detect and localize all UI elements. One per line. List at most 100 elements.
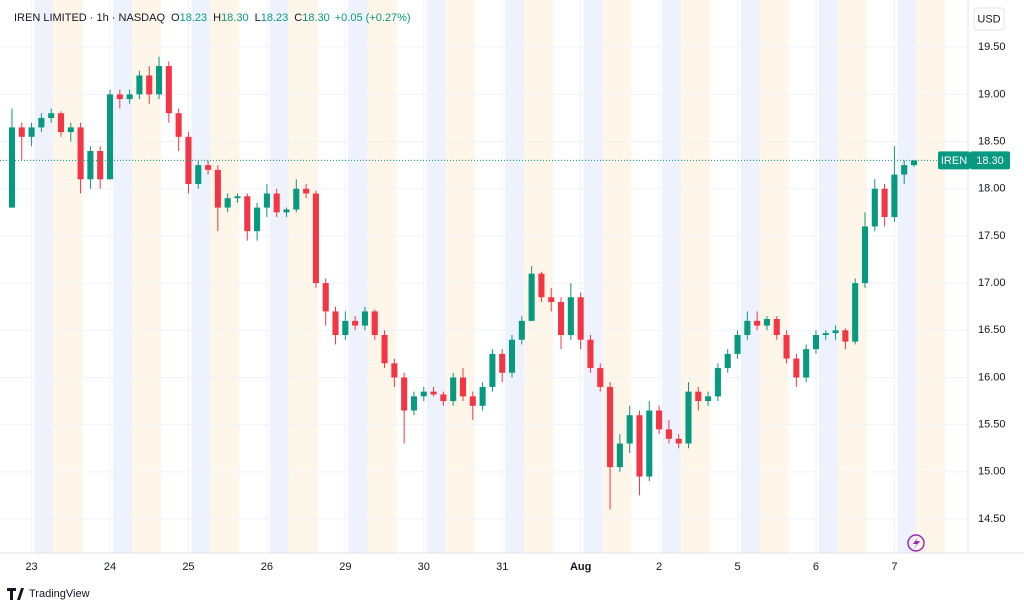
y-tick-label: 16.50	[978, 324, 1006, 336]
candle-body	[322, 283, 329, 312]
candle-body	[155, 66, 163, 95]
premarket-band	[505, 0, 525, 553]
candle-body	[646, 410, 653, 477]
candle-body	[106, 94, 114, 180]
candle-body	[361, 311, 368, 326]
candle-body	[577, 297, 584, 340]
stat-prefix: O	[171, 12, 180, 24]
candle-body	[587, 339, 594, 369]
premarket-band	[269, 0, 289, 553]
y-tick-label: 19.00	[978, 88, 1006, 100]
x-tick-label: 7	[891, 561, 897, 573]
postmarket-band	[759, 0, 789, 553]
candle-body	[734, 335, 741, 354]
interval: 1h	[97, 12, 109, 24]
premarket-band	[113, 0, 133, 553]
candle-body	[616, 443, 623, 468]
premarket-band	[426, 0, 446, 553]
currency[interactable]: USD	[977, 13, 1000, 25]
stat-prefix: L	[255, 12, 261, 24]
candle-body	[146, 75, 153, 95]
candle-body	[244, 196, 251, 232]
candle-body	[842, 330, 849, 342]
candle-body	[332, 311, 339, 336]
x-tick-label: 6	[813, 561, 819, 573]
currency-box[interactable]	[973, 7, 1005, 31]
x-tick-label: 30	[418, 561, 430, 573]
postmarket-band	[445, 0, 475, 553]
x-tick-label: 2	[656, 561, 662, 573]
alert-icon[interactable]	[907, 534, 925, 552]
candle-body	[714, 368, 721, 397]
candle-body	[410, 396, 418, 411]
y-tick-label: 16.00	[978, 371, 1006, 383]
premarket-band	[34, 0, 54, 553]
candle-body	[87, 150, 94, 180]
candle-body	[195, 165, 202, 185]
postmarket-band	[681, 0, 711, 553]
candle-body	[293, 188, 300, 210]
candle-body	[312, 193, 319, 284]
candle-body	[754, 320, 761, 326]
x-tick-label: Aug	[570, 561, 591, 573]
premarket-band	[818, 0, 838, 553]
candle-body	[401, 377, 408, 411]
candle-body	[881, 188, 888, 218]
candle-body	[254, 207, 261, 232]
premarket-band	[583, 0, 603, 553]
stat-value: 18.23	[180, 12, 208, 24]
x-tick-label: 25	[182, 561, 194, 573]
y-tick-label: 14.50	[978, 513, 1006, 525]
postmarket-band	[602, 0, 632, 553]
candle-body	[205, 165, 212, 170]
premarket-band	[897, 0, 917, 553]
candle-body	[175, 113, 182, 137]
stat-value: 18.30	[221, 12, 249, 24]
brand: TradingView	[29, 588, 90, 600]
candle-body	[783, 335, 790, 359]
candle-body	[557, 301, 565, 336]
candle-body	[822, 333, 829, 336]
postmarket-band	[367, 0, 397, 553]
candle-body	[77, 127, 84, 180]
candle-body	[234, 196, 241, 199]
candles	[8, 56, 918, 510]
candle-body	[469, 396, 476, 406]
premarket-band	[348, 0, 368, 553]
candle-body	[126, 94, 133, 100]
logo	[7, 588, 24, 600]
premarket-band	[740, 0, 760, 553]
header: IREN LIMITED · 1h · NASDAQ O18.23 H18.30 L1…	[14, 12, 411, 24]
y-tick-label: 15.00	[978, 466, 1006, 478]
price-tag	[970, 151, 1010, 170]
candle-body	[57, 113, 65, 133]
separator: ·	[87, 12, 97, 24]
candle-body	[28, 127, 35, 137]
candle-body	[871, 188, 878, 227]
candle-body	[342, 320, 349, 336]
price-tag-label: 18.30	[976, 155, 1004, 167]
candle-body	[263, 193, 270, 208]
premarket-band	[662, 0, 682, 553]
x-tick-label: 23	[25, 561, 37, 573]
candle-body	[910, 160, 918, 166]
candle-body	[440, 394, 447, 402]
postmarket-band	[53, 0, 83, 553]
candle-body	[48, 113, 55, 118]
change: +0.05 (+0.27%)	[335, 12, 411, 24]
candle-body	[665, 429, 672, 439]
candle-body	[812, 335, 820, 350]
candle-body	[538, 273, 545, 298]
symbol-tag-label: IREN	[941, 155, 967, 167]
candle-body	[224, 198, 231, 208]
candle-body	[499, 353, 506, 373]
candle-body	[479, 386, 486, 406]
candle-body	[420, 391, 427, 397]
candle-body	[303, 188, 310, 194]
candle-body	[636, 415, 643, 477]
candle-body	[391, 363, 398, 378]
x-tick-label: 5	[734, 561, 740, 573]
y-tick-label: 18.50	[978, 135, 1006, 147]
stat-prefix: H	[213, 12, 221, 24]
